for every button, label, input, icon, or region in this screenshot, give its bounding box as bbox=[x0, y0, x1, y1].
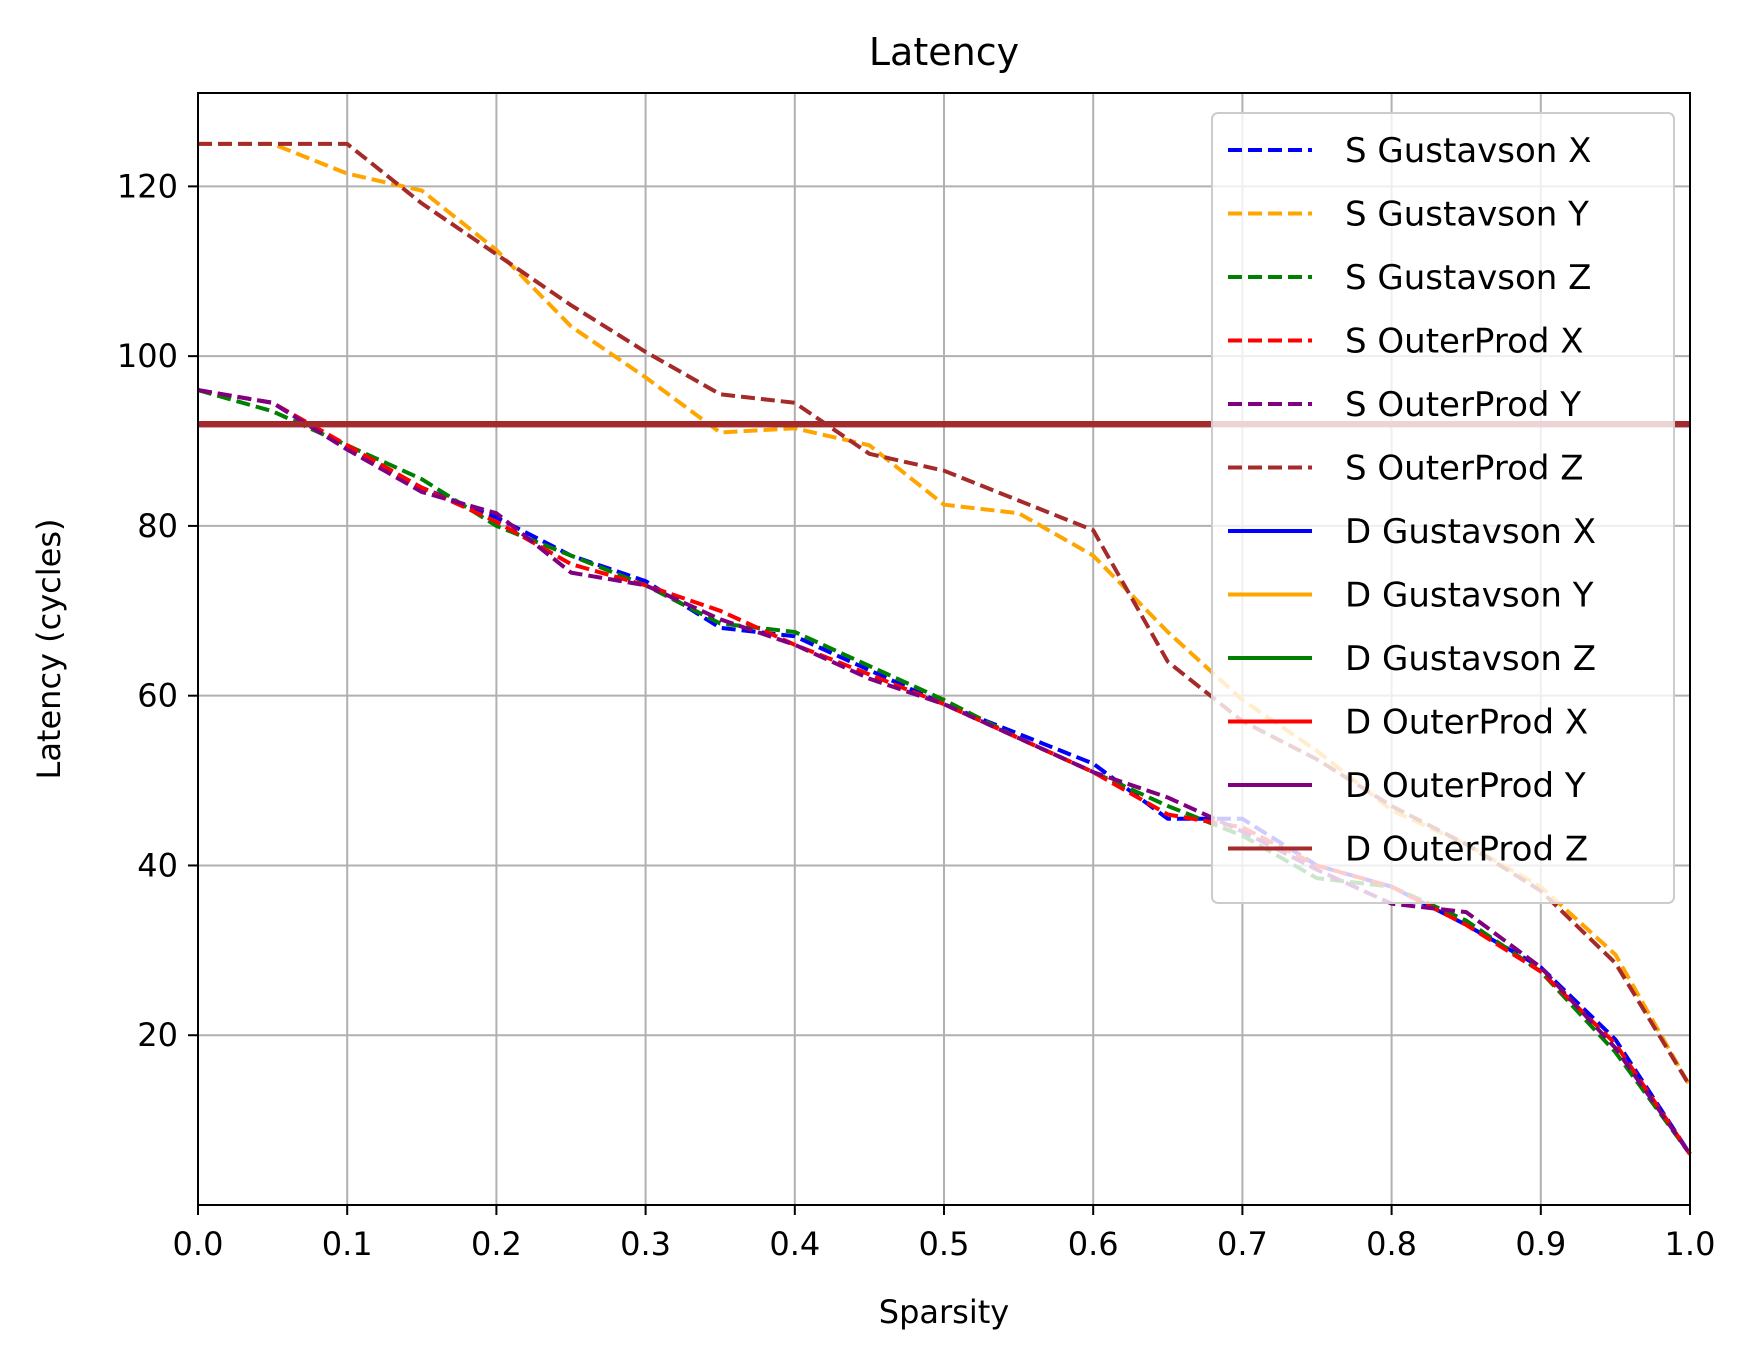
y-tick-label: 100 bbox=[117, 337, 178, 375]
y-tick-label: 40 bbox=[137, 846, 178, 884]
legend: S Gustavson X S Gustavson Y S Gustavson Z S… bbox=[1211, 112, 1675, 904]
x-tick-label: 0.4 bbox=[769, 1225, 820, 1263]
x-axis: 0.0 0.1 0.2 0.3 0.4 0.5 0.6 0.7 0.8 0.9 1.0 bbox=[173, 1205, 1716, 1263]
series-line-2 bbox=[197, 388, 1692, 1156]
legend-label: S OuterProd X bbox=[1345, 322, 1584, 362]
legend-label: D OuterProd Z bbox=[1345, 830, 1588, 870]
x-tick-label: 0.7 bbox=[1217, 1225, 1268, 1263]
y-tick-label: 120 bbox=[117, 167, 178, 205]
y-axis: 20 40 60 80 100 120 bbox=[117, 167, 198, 1054]
legend-label: D OuterProd Y bbox=[1345, 766, 1586, 806]
x-tick-label: 0.9 bbox=[1515, 1225, 1566, 1263]
legend-label: S OuterProd Y bbox=[1345, 385, 1581, 425]
y-axis-label: Latency (cycles) bbox=[30, 519, 68, 780]
legend-label: D Gustavson Z bbox=[1345, 639, 1596, 679]
legend-label: S Gustavson Y bbox=[1345, 195, 1589, 235]
x-tick-label: 0.3 bbox=[620, 1225, 671, 1263]
x-tick-label: 0.8 bbox=[1366, 1225, 1417, 1263]
x-tick-label: 0.2 bbox=[471, 1225, 522, 1263]
legend-label: D OuterProd X bbox=[1345, 703, 1588, 743]
x-axis-label: Sparsity bbox=[879, 1293, 1009, 1331]
x-tick-label: 0.0 bbox=[173, 1225, 224, 1263]
legend-label: S OuterProd Z bbox=[1345, 449, 1584, 489]
series-line-0 bbox=[197, 388, 1692, 1156]
y-tick-label: 80 bbox=[137, 507, 178, 545]
chart-title: Latency bbox=[869, 30, 1019, 74]
y-tick-label: 20 bbox=[137, 1016, 178, 1054]
series-line-5 bbox=[198, 141, 1692, 1088]
y-tick-label: 60 bbox=[137, 677, 178, 715]
x-tick-label: 0.1 bbox=[322, 1225, 373, 1263]
x-tick-label: 0.5 bbox=[919, 1225, 970, 1263]
legend-label: S Gustavson Z bbox=[1345, 258, 1591, 298]
series-line-4 bbox=[197, 388, 1692, 1156]
legend-box bbox=[1211, 112, 1675, 904]
legend-label: D Gustavson Y bbox=[1345, 576, 1594, 616]
x-tick-label: 0.6 bbox=[1068, 1225, 1119, 1263]
x-tick-label: 1.0 bbox=[1665, 1225, 1716, 1263]
legend-label: D Gustavson X bbox=[1345, 512, 1596, 552]
legend-label: S Gustavson X bbox=[1345, 131, 1591, 171]
